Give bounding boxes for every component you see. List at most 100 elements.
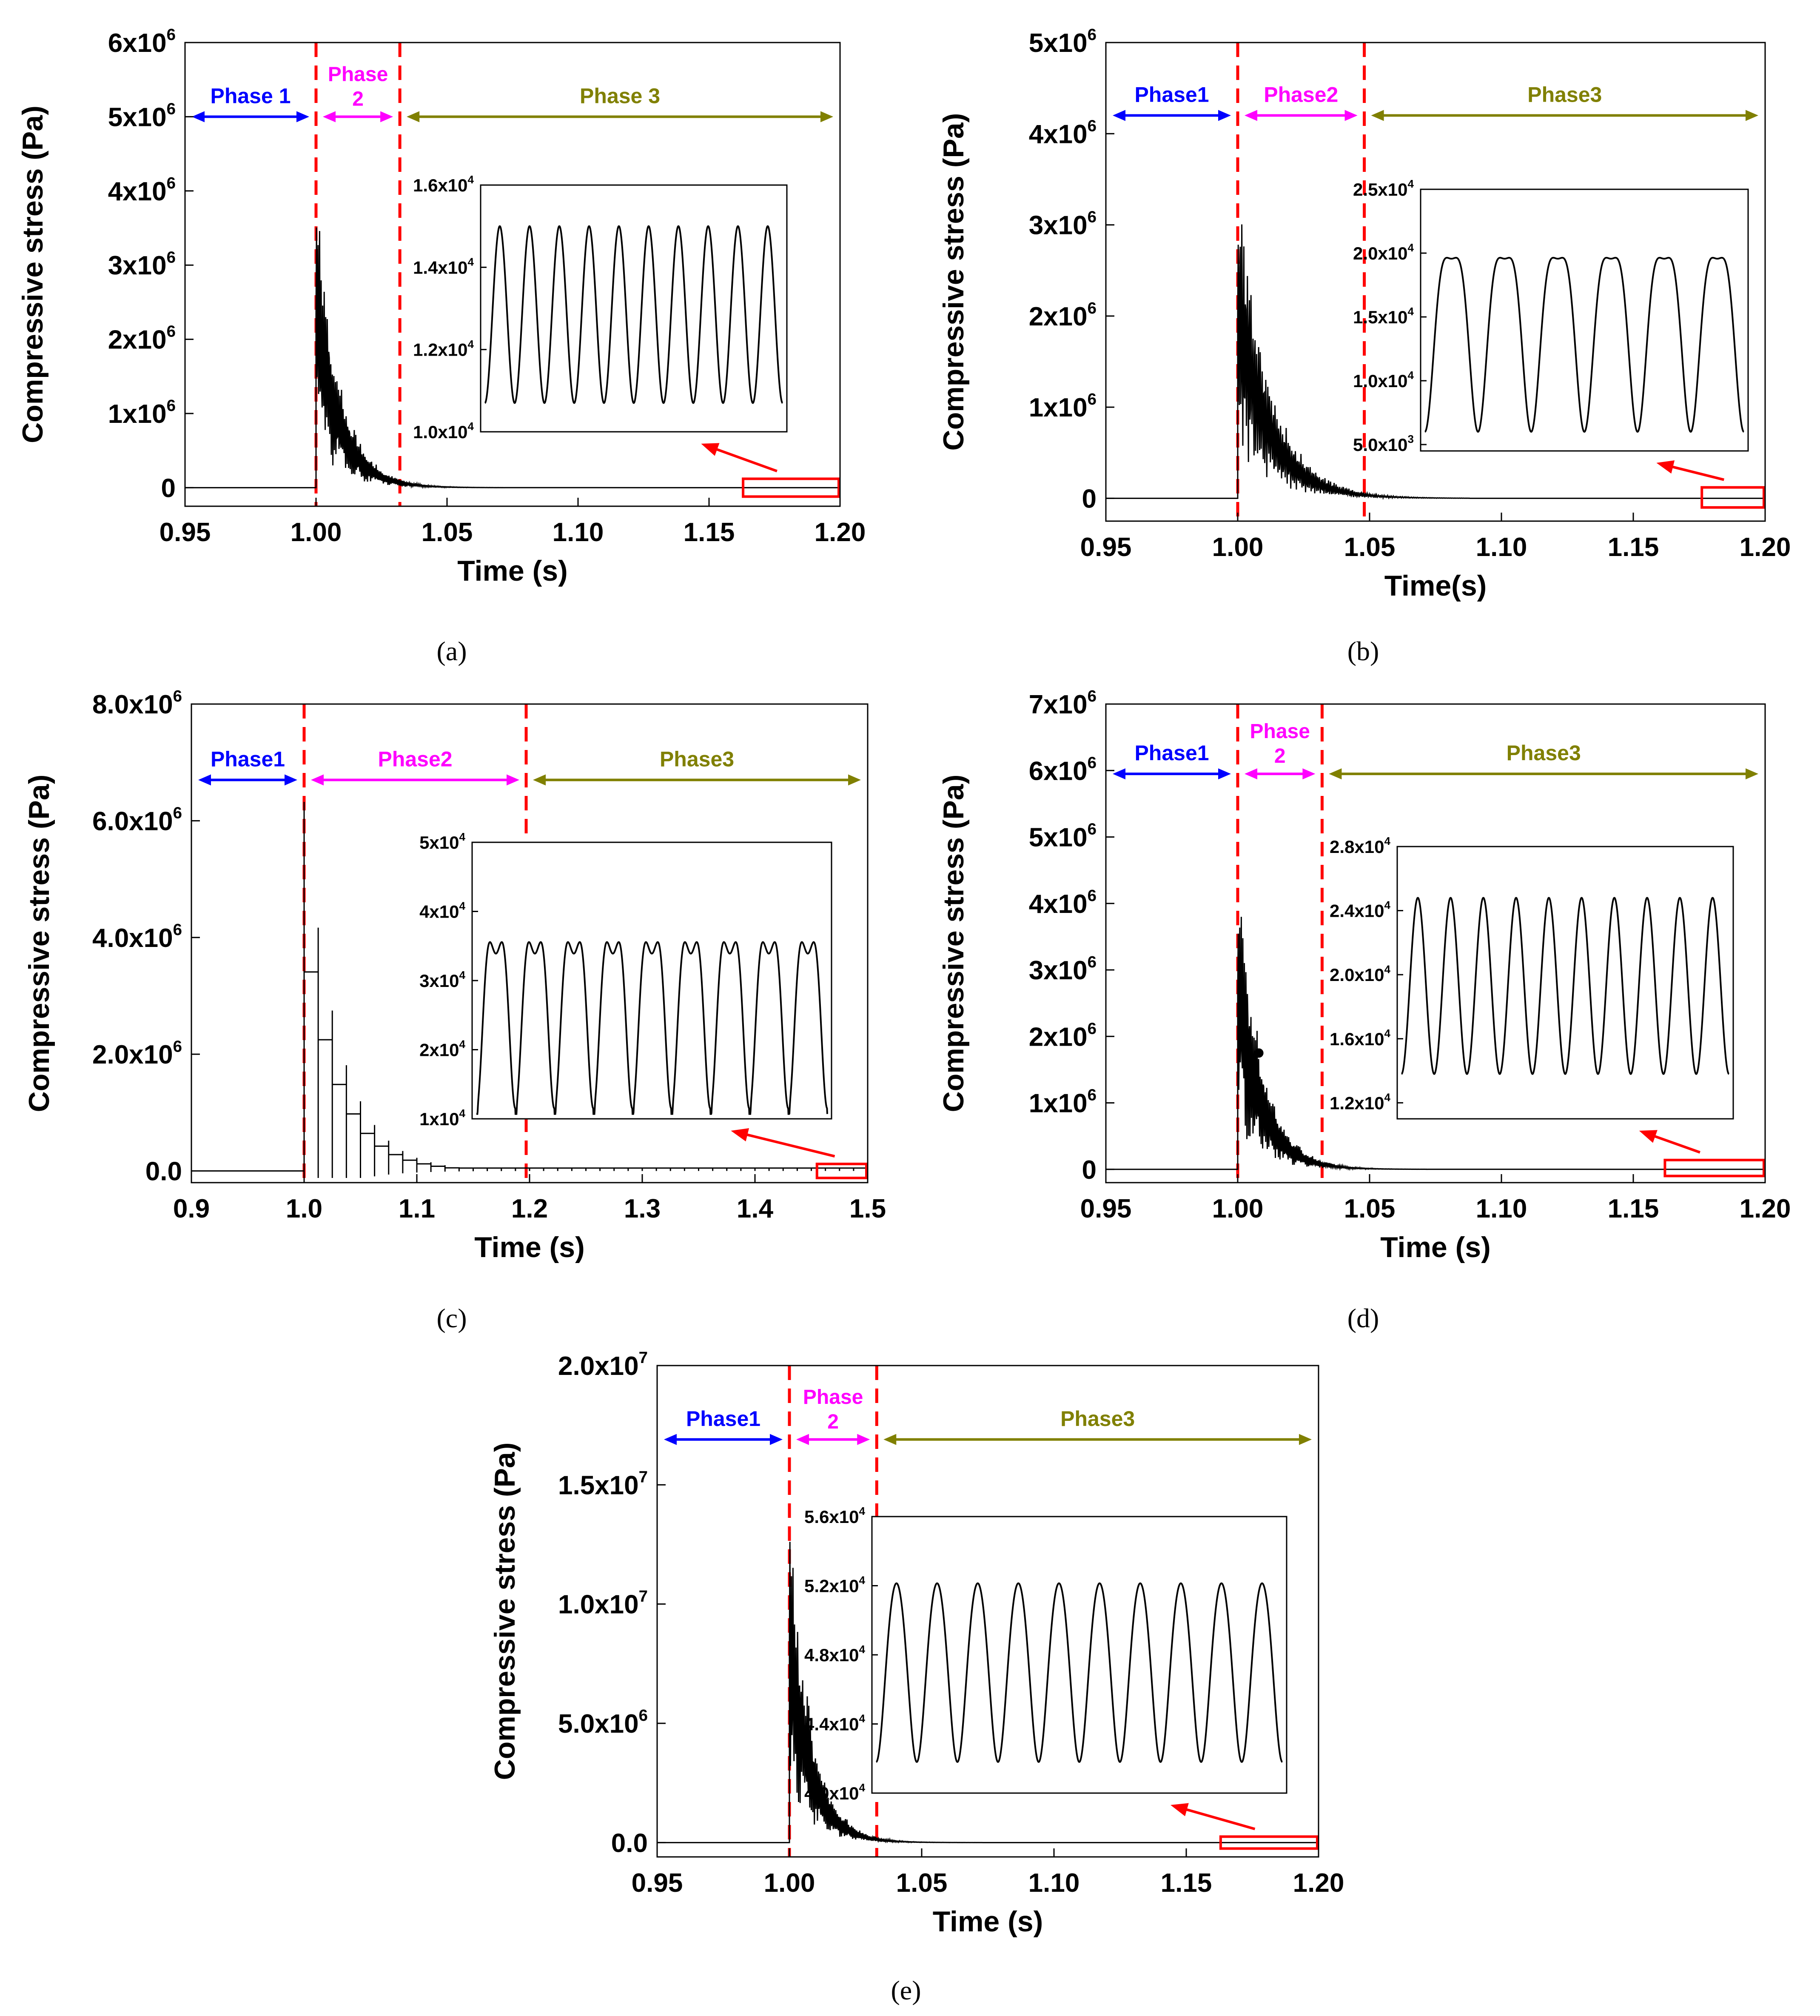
x-axis-label: Time (s) [474,1231,584,1263]
y-tick-label: 0.0 [145,1157,182,1186]
phase-1-arrow-right [770,1434,783,1445]
x-tick-label: 1.10 [1028,1868,1080,1898]
phase-2-arrow-left [796,1434,809,1445]
phase-3-arrow-right [848,774,861,786]
axes-frame [656,1365,1319,1858]
y-tick-label: 4x106 [1029,887,1097,919]
phase-1-arrow-right [1218,110,1231,121]
y-tick-label: 2x106 [1029,299,1097,331]
inset-y-tick-label: 5.6x104 [804,1505,865,1527]
phase-3-arrow-left [533,774,546,786]
phase-2: Phase2 [1245,720,1316,780]
inset: 1x104 2x104 3x104 4x104 5x104 [419,830,832,1129]
x-tick-label: 0.95 [1080,1194,1132,1223]
phase-2-label-line2: 2 [352,88,364,110]
axes-frame [1105,703,1766,1183]
x-tick-label: 1.05 [1344,1194,1396,1223]
x-tick-label: 1.0 [286,1194,322,1223]
phase-1: Phase 1 [192,84,309,123]
phase-3-label: Phase 3 [580,84,660,108]
x-axis-label: Time (s) [933,1905,1043,1938]
phase-3-label: Phase3 [1527,83,1602,106]
y-tick-label: 5x106 [108,100,176,132]
pointer-arrow-head [1656,460,1675,474]
phase-1-label: Phase1 [211,747,285,771]
pointer-arrow-line [1651,1134,1700,1154]
inset-y-tick-label: 1.6x104 [1330,1027,1390,1049]
pointer-arrow-line [712,447,778,473]
y-tick-label: 0.0 [611,1828,648,1858]
phase-1-arrow-left [1113,768,1125,780]
phase-1-arrow-right [285,774,297,786]
zoom-box [1663,1158,1765,1178]
x-tick-label: 0.95 [1080,533,1132,562]
inset-y-tick-label: 3x104 [419,969,465,991]
phase-2-arrow-left [323,111,336,123]
stress-trace [1106,224,1766,500]
x-tick-label: 1.05 [1344,533,1396,562]
phase-2: Phase2 [311,747,520,786]
x-axis-label: Time (s) [1380,1231,1490,1263]
phase-1: Phase1 [198,747,297,786]
phase-3-arrow-left [407,111,420,123]
y-tick-label: 4.0x106 [92,921,182,953]
y-tick-label: 1x106 [108,396,176,429]
y-tick-label: 2.0x107 [558,1349,648,1381]
x-tick-label: 1.15 [684,518,735,547]
phase-3-label: Phase3 [1060,1407,1135,1431]
zoom-box [815,1163,868,1180]
x-tick-label: 1.20 [1740,1194,1791,1223]
inset-y-tick-label: 5.0x103 [1353,433,1414,455]
x-tick-label: 1.20 [1293,1868,1344,1898]
x-tick-label: 1.05 [422,518,473,547]
phase-3-arrow-right [1299,1434,1312,1445]
y-tick-label: 7x106 [1029,687,1097,719]
inset-y-tick-label: 2.8x104 [1330,835,1390,857]
y-tick-label: 1x106 [1029,1086,1097,1118]
inset-y-tick-label: 1x104 [419,1107,465,1129]
y-tick-label: 3x106 [1029,953,1097,985]
phase-2-arrow-right [1302,768,1316,780]
inset-trace [484,225,783,404]
phase-3: Phase 3 [407,84,833,123]
y-tick-label: 2x106 [108,322,176,355]
phase-2-arrow-right [380,111,393,123]
phase-2-label: Phase [803,1386,863,1409]
inset: 1.2x104 1.6x104 2.0x104 2.4x104 2.8x104 [1330,835,1734,1120]
phase-1: Phase1 [1113,83,1231,121]
phase-2-arrow-left [311,774,324,786]
inset-y-tick-label: 2.0x104 [1353,241,1414,263]
inset: 5.0x103 1.0x104 1.5x104 2.0x104 2.5x104 [1353,177,1749,455]
y-tick-label: 3x106 [1029,208,1097,240]
x-tick-label: 1.05 [896,1868,948,1898]
pointer-arrow-line [1668,465,1725,481]
phase-2-arrow-right [857,1434,870,1445]
phase-3-label: Phase3 [660,747,734,771]
phase-1-arrow-left [192,111,205,123]
x-tick-label: 1.10 [1476,1194,1527,1223]
x-tick-label: 1.00 [1212,1194,1264,1223]
inset-y-tick-label: 4x104 [419,900,465,922]
x-tick-label: 1.20 [815,518,866,547]
inset-y-tick-label: 1.6x104 [413,173,474,195]
phase-2-label-line2: 2 [827,1411,839,1433]
phase-2-label: Phase2 [1264,83,1338,106]
x-tick-label: 1.20 [1740,533,1791,562]
phase-3-arrow-left [1329,768,1342,780]
y-tick-label: 6x106 [1029,753,1097,786]
x-tick-label: 1.10 [1476,533,1527,562]
pointer-arrow-line [743,1132,835,1158]
axes-frame [1105,42,1766,522]
pointer-arrow-head [1171,1803,1189,1816]
phase-2: Phase2 [323,63,393,123]
pointer-arrow-head [731,1128,749,1142]
inset-frame [1420,188,1749,452]
x-axis-label: Time (s) [457,555,567,587]
y-axis-label: Compressive stress (Pa) [937,113,970,451]
phase-2-arrow-right [507,774,520,786]
y-tick-label: 0 [1082,1155,1097,1185]
phase-2-arrow-left [1245,110,1257,121]
panel-b: Phase1 Phase2 Phase3 5.0x103 1.0x104 1.5x104 2… [937,26,1791,666]
panel-e: Phase1 Phase2 Phase3 4.0x104 4.4x104 4.8x104 5… [489,1349,1344,2005]
phase-1: Phase1 [1113,741,1231,780]
